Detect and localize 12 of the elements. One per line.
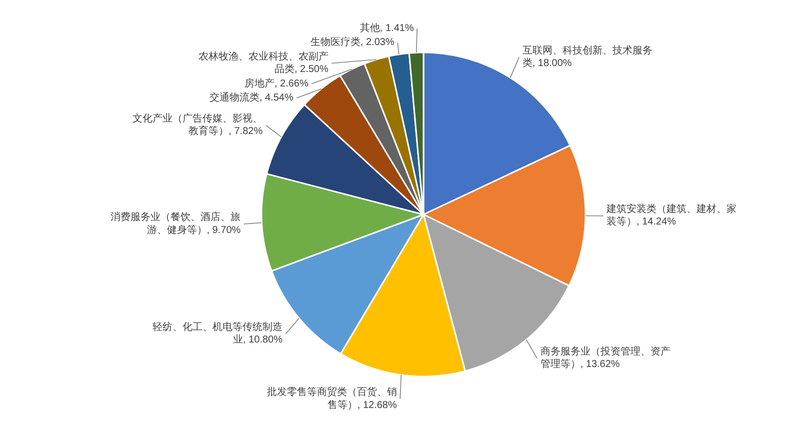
slice-label: 文化产业（广告传媒、影视、教育等）, 7.82%: [132, 112, 263, 138]
slice-label: 互联网、科技创新、技术服务类, 18.00%: [522, 44, 652, 70]
slice-label: 轻纺、化工、机电等传统制造业, 10.80%: [152, 320, 283, 346]
slice-label: 商务服务业（投资管理、资产管理等）, 13.62%: [540, 346, 670, 370]
slice-label: 农林牧渔、农业科技、农副产品类, 2.50%: [198, 50, 328, 76]
slice-label: 交通物流类, 4.54%: [209, 92, 294, 104]
slice-label: 其他, 1.41%: [360, 22, 414, 34]
slice-label: 房地产, 2.66%: [244, 77, 308, 90]
slice-label: 消费服务业（餐饮、酒店、旅游、健身等）, 9.70%: [110, 211, 241, 236]
slice-label: 批发零售等商贸类（百货、销售等）, 12.68%: [266, 386, 397, 411]
slice-label: 建筑安装类（建筑、建材、家装等）, 14.24%: [606, 203, 737, 228]
slice-label: 生物医疗类, 2.03%: [310, 36, 394, 48]
